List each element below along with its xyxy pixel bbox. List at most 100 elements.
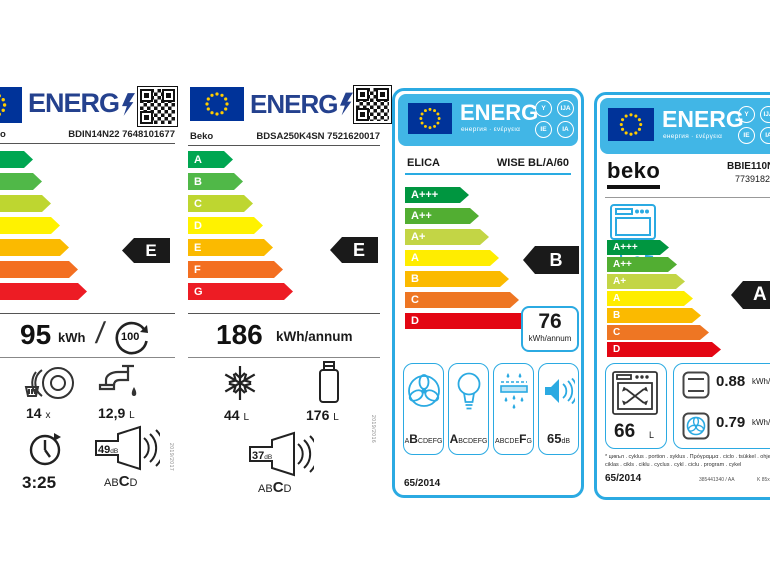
grease-class: ABCDEFG: [495, 432, 532, 446]
efficiency-arrow: C: [188, 195, 253, 212]
efficiency-arrow: B: [188, 173, 243, 190]
conventional-unit: kWh/cycle: [752, 377, 770, 386]
brand-name: ELICA: [407, 157, 440, 169]
regulation-number: 65/2014: [404, 478, 441, 489]
ending-circle: IA: [760, 127, 770, 144]
dishwasher-energy-label: ENERG o BDIN14N22 7648101677 E 95 kWh / …: [0, 85, 178, 505]
efficiency-arrow: [0, 195, 51, 212]
speaker-icon: [543, 376, 575, 406]
energ-logo: ENERG: [28, 88, 120, 118]
snowflake-icon: [220, 363, 260, 403]
qr-code: [353, 85, 392, 124]
efficiency-arrow: A: [188, 151, 233, 168]
qr-code: [137, 86, 178, 127]
efficiency-arrow: D: [405, 313, 531, 329]
side-code: 2019/2016: [370, 415, 376, 444]
efficiency-arrow: B: [405, 271, 509, 287]
ending-circle: Y: [738, 106, 755, 123]
efficiency-arrow: [0, 239, 69, 256]
noise-class: ABCD: [104, 473, 138, 490]
efficiency-arrow: F: [188, 261, 283, 278]
fridge-energy-label: ENERG Beko BDSA250K4SN 7521620017 A B C …: [188, 85, 392, 505]
efficiency-arrow: D: [607, 342, 721, 357]
ending-circle: IE: [535, 121, 552, 138]
rating-arrow: B: [523, 246, 579, 274]
efficiency-arrow: B: [607, 308, 701, 323]
clock-icon: [24, 429, 66, 471]
energy-unit: kWh: [58, 330, 86, 345]
volume-box: 66 L: [605, 363, 667, 449]
fan-icon: [404, 372, 443, 410]
model-number: WISE BL/A/60: [496, 157, 569, 169]
model-number: BDSA250K4SN 7521620017: [256, 131, 380, 142]
eu-flag: [408, 103, 452, 134]
energ-logo-subtext: енергия · ενέργεια: [663, 133, 723, 140]
lighting-class: ABCDEFG: [449, 432, 488, 446]
efficiency-arrow: D: [188, 217, 263, 234]
fan-class: ABCDEFG: [404, 432, 443, 446]
footnote: * цикъл . cyklus . portion . syklus . Πρ…: [605, 454, 770, 469]
energ-logo-subtext: енергия · ενέργεια: [461, 126, 521, 133]
rating-arrow: E: [122, 238, 170, 263]
efficiency-arrow: E: [188, 239, 273, 256]
ending-circle: Y: [535, 100, 552, 117]
volume-unit: L: [648, 430, 654, 440]
ending-circle: IJA: [557, 100, 574, 117]
energ-logo: ENERG: [460, 100, 539, 125]
efficiency-arrow: A++: [607, 257, 677, 272]
header-band: ENERG енергия · ενέργεια Y IJA IE IA: [600, 98, 770, 154]
place-settings-value: 14 x: [26, 405, 51, 421]
efficiency-arrow: [0, 261, 78, 278]
regulation-number: 65/2014: [605, 473, 642, 484]
lighting-box: ABCDEFG: [448, 363, 489, 455]
noise-icon: 37dB: [246, 431, 314, 477]
energ-logo: ENERG: [250, 89, 338, 119]
water-consumption-icon: [98, 363, 144, 403]
divider: [405, 173, 571, 175]
hood-energy-label: ENERG енергия · ενέργεια Y IJA IE IA ELI…: [392, 88, 584, 498]
duration-value: 3:25: [22, 473, 57, 492]
efficiency-arrow: A: [607, 291, 693, 306]
fan-efficiency-box: ABCDEFG: [403, 363, 444, 455]
efficiency-arrow: A: [405, 250, 499, 266]
energy-value: 95: [20, 319, 52, 350]
efficiency-arrow: A+++: [405, 187, 469, 203]
oven-volume-icon: [611, 370, 661, 420]
efficiency-arrow: [0, 151, 33, 168]
forced-air-unit: kWh/cycle: [752, 418, 770, 427]
serial-number: 77391829: [735, 174, 770, 184]
efficiency-arrow: A++: [405, 208, 479, 224]
bulb-icon: [454, 371, 484, 413]
side-code: 2019/2017: [168, 443, 174, 472]
model-number: BDIN14N22 7648101677: [68, 129, 175, 140]
efficiency-arrow: A+: [405, 229, 489, 245]
noise-value: 65dB: [546, 431, 571, 446]
efficiency-arrow: G: [188, 283, 293, 300]
water-value: 12,9 L: [98, 405, 135, 421]
model-number: BBIE110N0: [727, 161, 770, 172]
energy-unit: kWh/annum: [528, 334, 572, 343]
lightning-icon: [340, 92, 353, 116]
noise-value: 49dB: [98, 444, 119, 456]
noise-class: ABCD: [258, 479, 292, 496]
doc-code-2: K 85x90: [757, 477, 770, 483]
eu-flag: [0, 87, 22, 123]
efficiency-arrow: A+++: [607, 240, 669, 255]
eu-flag: [608, 108, 654, 141]
energy-consumption: 186 kWh/annum: [188, 319, 378, 357]
consumption-box: 0.88 kWh/cycle 0.79 kWh/cycle: [673, 363, 770, 449]
oven-energy-label: ENERG енергия · ενέργεια Y IJA IE IA bek…: [594, 92, 770, 500]
grease-filter-box: ABCDEFG: [493, 363, 534, 455]
efficiency-arrow: C: [607, 325, 709, 340]
fan-heating-icon: [682, 412, 710, 440]
fridge-volume: 176 L: [306, 407, 339, 423]
header-band: ENERG енергия · ενέργεια Y IJA IE IA: [398, 94, 578, 146]
energy-value: 76: [538, 310, 562, 333]
energy-unit: kWh/annum: [276, 329, 353, 344]
efficiency-arrow: [0, 173, 42, 190]
rating-arrow: E: [330, 237, 378, 263]
volume-value: 66: [614, 421, 636, 442]
noise-value: 37dB: [252, 450, 273, 462]
conventional-heating-icon: [682, 371, 710, 399]
